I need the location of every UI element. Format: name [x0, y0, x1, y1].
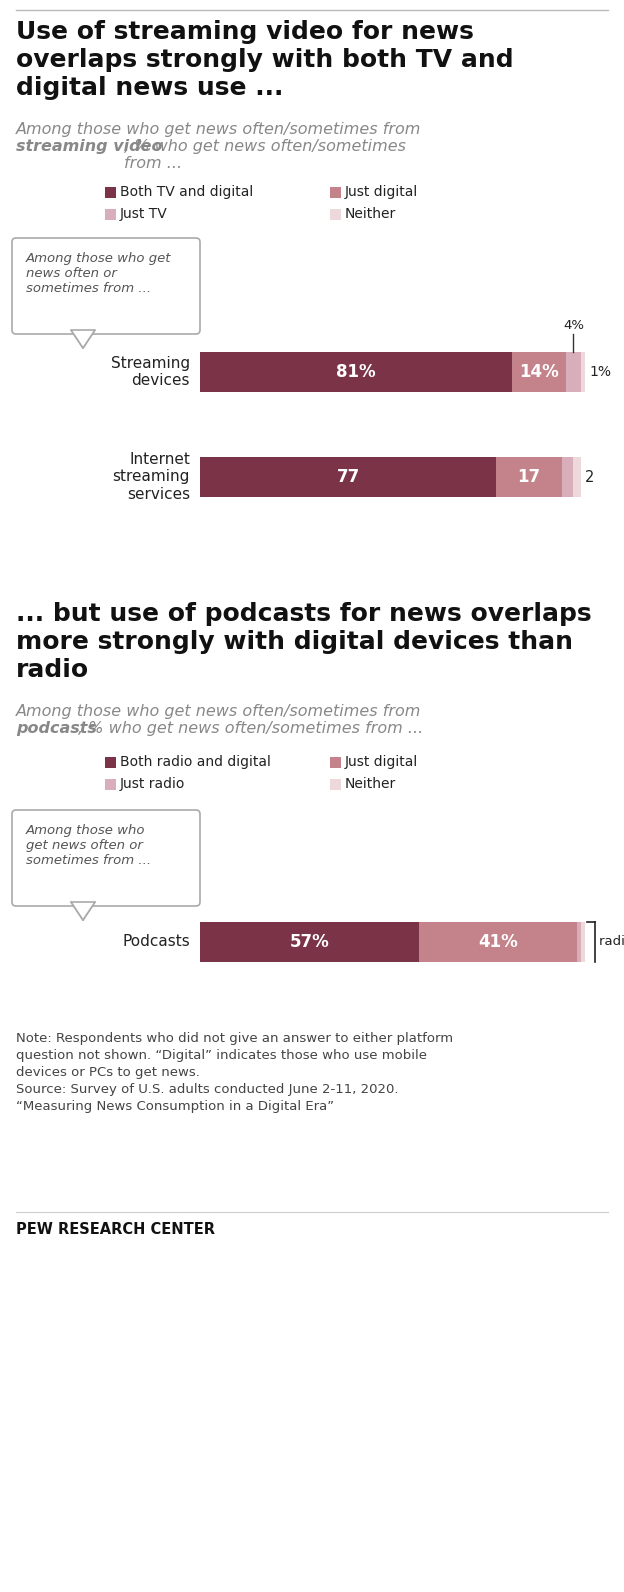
- Text: , % who get news often/sometimes
from ...: , % who get news often/sometimes from ..…: [124, 139, 406, 172]
- FancyBboxPatch shape: [12, 810, 200, 906]
- Text: Podcasts: Podcasts: [122, 935, 190, 949]
- Text: 4%: 4%: [563, 318, 584, 333]
- Bar: [330, 778, 341, 790]
- Text: Just TV: Just TV: [120, 207, 168, 221]
- Bar: [330, 209, 341, 220]
- FancyBboxPatch shape: [12, 237, 200, 334]
- Text: PEW RESEARCH CENTER: PEW RESEARCH CENTER: [16, 1223, 215, 1237]
- Bar: [581, 352, 585, 392]
- Text: Streaming
devices: Streaming devices: [111, 355, 190, 388]
- Text: Neither: Neither: [345, 207, 396, 221]
- Bar: [573, 457, 581, 497]
- Bar: [497, 457, 562, 497]
- Text: Among those who get news often/sometimes from: Among those who get news often/sometimes…: [16, 704, 421, 720]
- Text: ... but use of podcasts for news overlaps
more strongly with digital devices tha: ... but use of podcasts for news overlap…: [16, 602, 592, 681]
- Bar: [105, 756, 116, 767]
- Text: Among those who get news often/sometimes from: Among those who get news often/sometimes…: [16, 123, 421, 137]
- Bar: [200, 457, 497, 497]
- Bar: [200, 352, 512, 392]
- Text: 17: 17: [518, 468, 541, 486]
- Text: 77: 77: [336, 468, 360, 486]
- Bar: [105, 209, 116, 220]
- Bar: [330, 186, 341, 197]
- Bar: [105, 778, 116, 790]
- Text: Use of streaming video for news
overlaps strongly with both TV and
digital news : Use of streaming video for news overlaps…: [16, 21, 514, 100]
- Text: Just digital: Just digital: [345, 185, 418, 199]
- Bar: [419, 922, 577, 962]
- Text: 81%: 81%: [336, 363, 376, 380]
- Text: 1%: 1%: [589, 365, 611, 379]
- Text: , % who get news often/sometimes from ...: , % who get news often/sometimes from ..…: [78, 721, 423, 736]
- Text: Note: Respondents who did not give an answer to either platform
question not sho: Note: Respondents who did not give an an…: [16, 1032, 453, 1113]
- Polygon shape: [71, 903, 95, 920]
- Text: Among those who get
news often or
sometimes from ...: Among those who get news often or someti…: [26, 252, 172, 295]
- Bar: [105, 186, 116, 197]
- Text: streaming video: streaming video: [16, 139, 162, 154]
- Text: Both TV and digital: Both TV and digital: [120, 185, 253, 199]
- Bar: [200, 922, 419, 962]
- Bar: [512, 352, 566, 392]
- Text: Internet
streaming
services: Internet streaming services: [112, 452, 190, 501]
- Text: Both radio and digital: Both radio and digital: [120, 755, 271, 769]
- Bar: [581, 922, 585, 962]
- Bar: [566, 352, 581, 392]
- Bar: [577, 922, 581, 962]
- Text: podcasts: podcasts: [16, 721, 97, 736]
- Text: Just digital: Just digital: [345, 755, 418, 769]
- Text: Neither: Neither: [345, 777, 396, 791]
- Bar: [330, 756, 341, 767]
- Text: 14%: 14%: [519, 363, 558, 380]
- Polygon shape: [71, 330, 95, 349]
- Text: 57%: 57%: [290, 933, 329, 950]
- Text: Among those who
get news often or
sometimes from ...: Among those who get news often or someti…: [26, 825, 151, 868]
- Text: NET Just
radio/neither 1%: NET Just radio/neither 1%: [599, 920, 624, 947]
- Bar: [562, 457, 573, 497]
- Text: 41%: 41%: [479, 933, 519, 950]
- Text: 2: 2: [585, 470, 595, 484]
- Text: Just radio: Just radio: [120, 777, 185, 791]
